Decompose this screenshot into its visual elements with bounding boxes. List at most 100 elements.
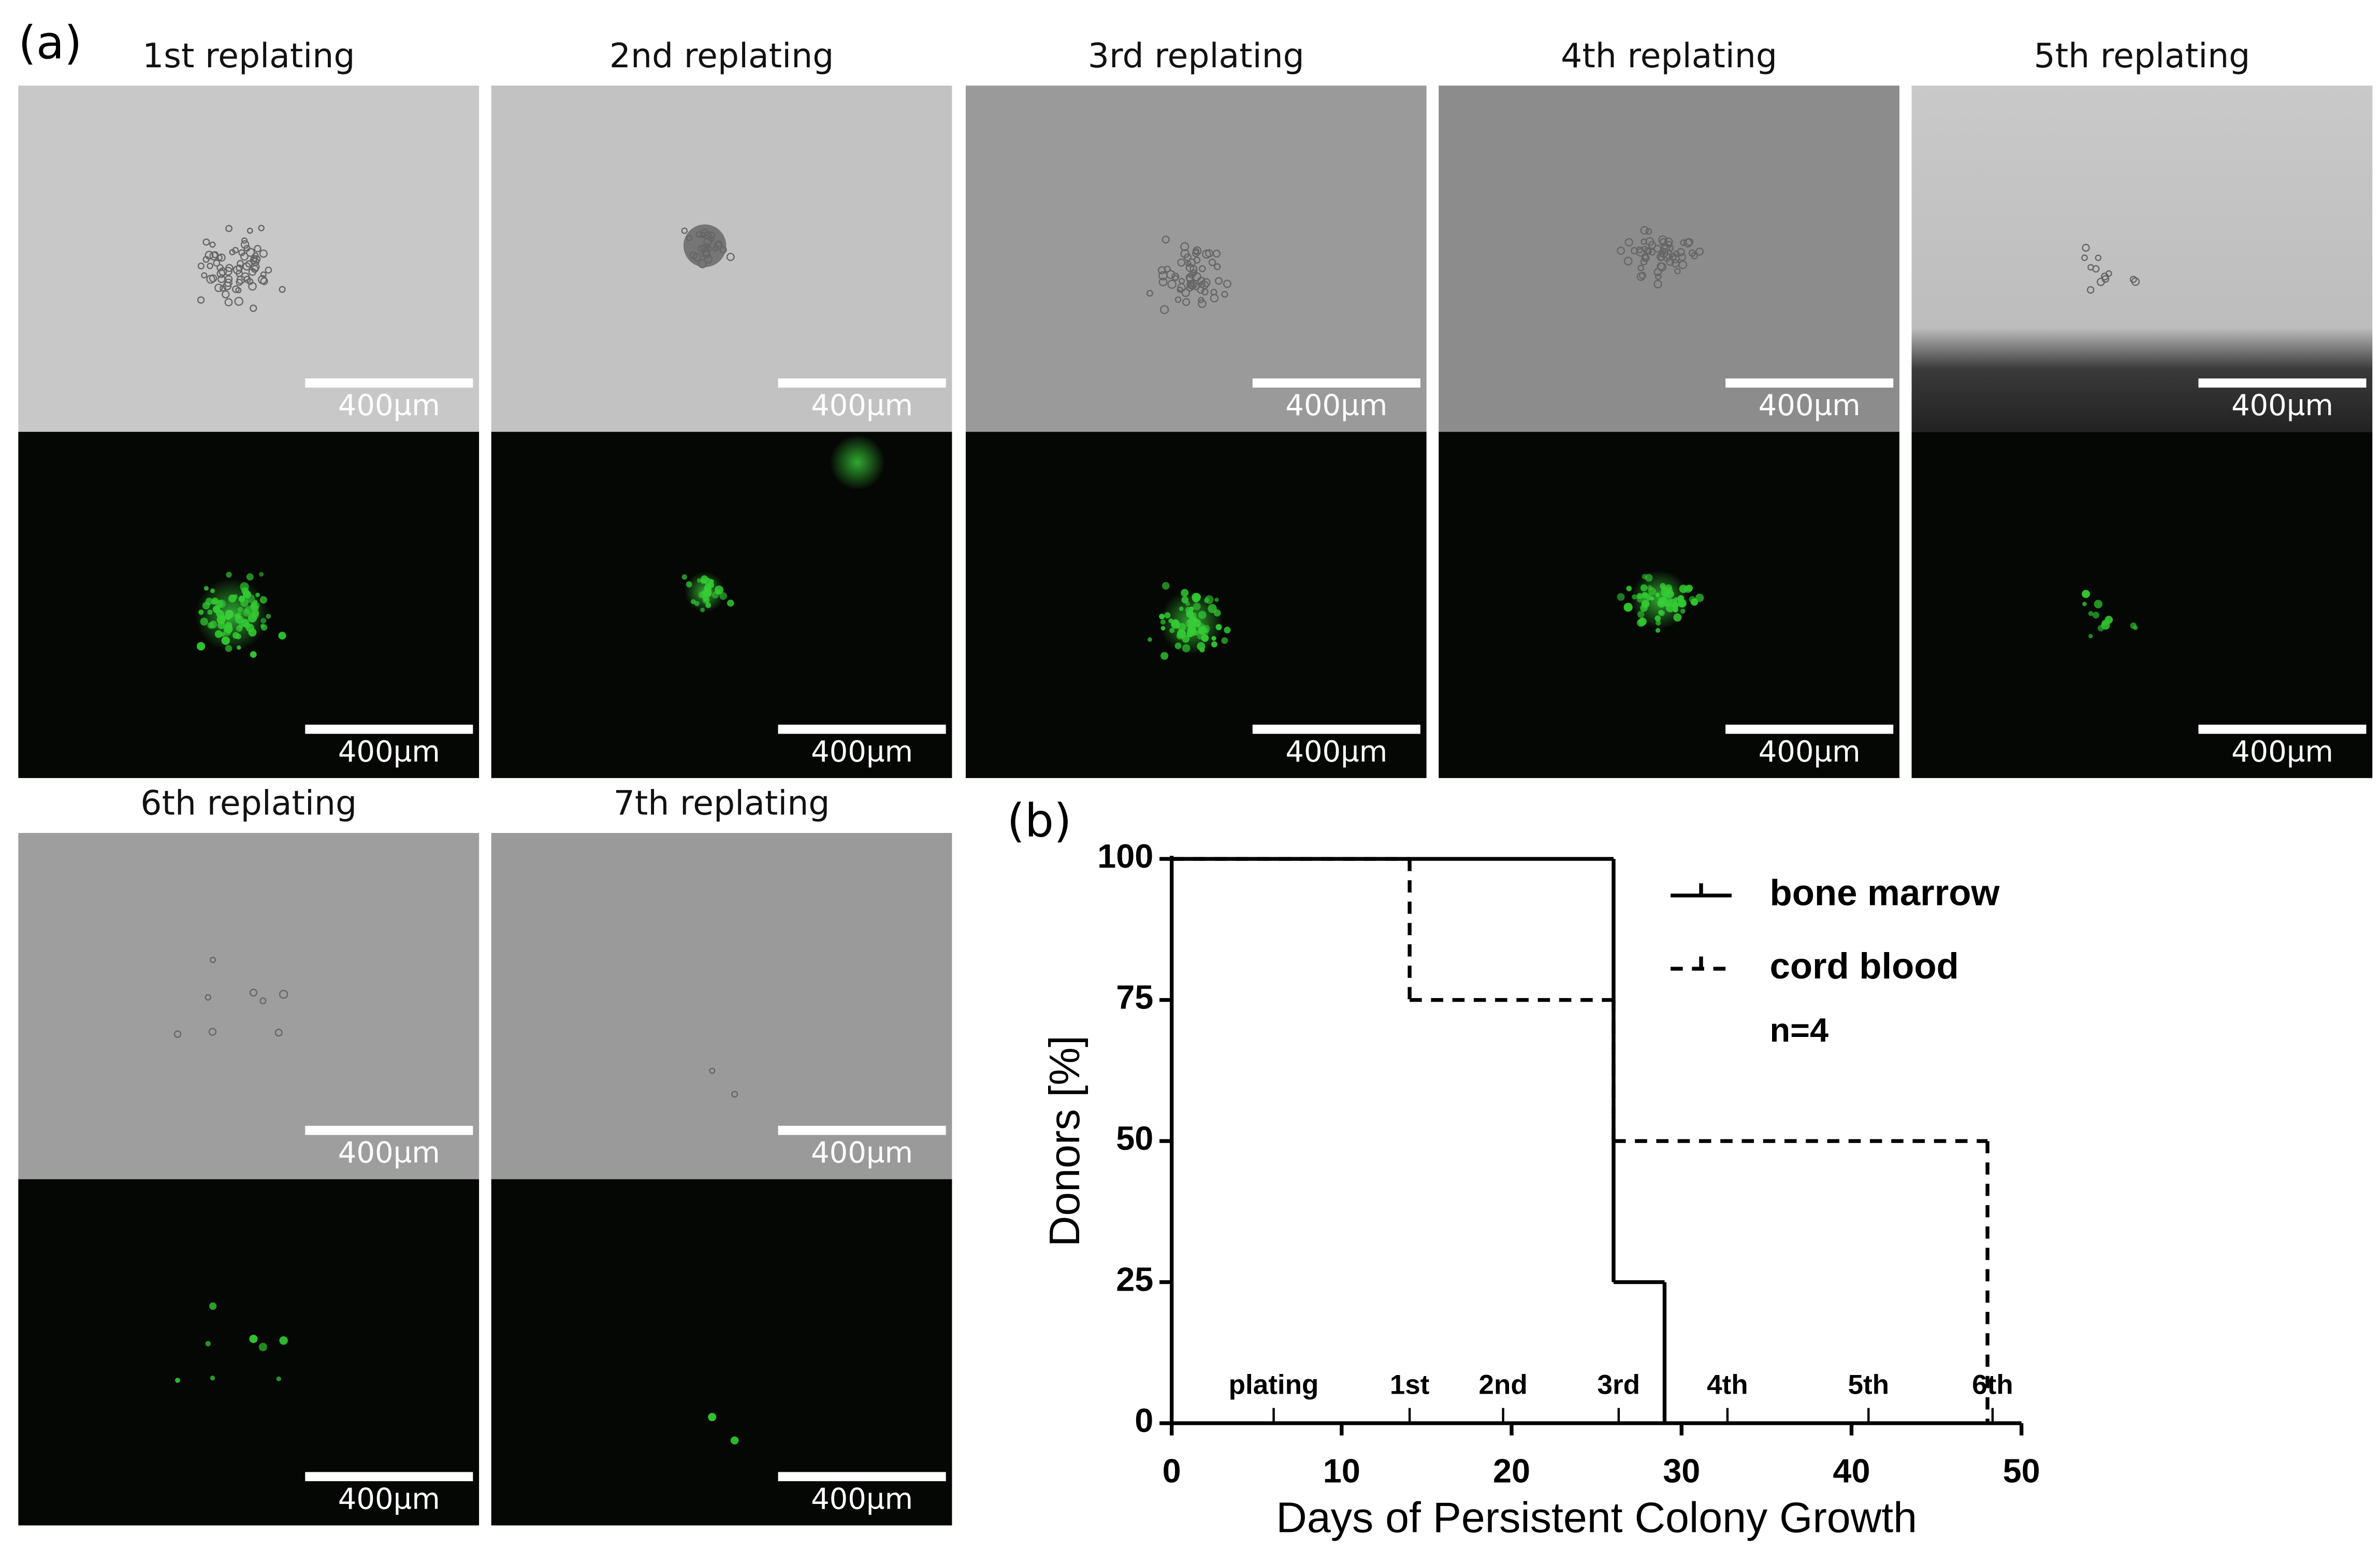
cell <box>1223 280 1232 288</box>
scale-bar-label: 400µm <box>811 1136 913 1170</box>
scale-bar-label: 400µm <box>1759 389 1861 422</box>
cell <box>259 249 268 258</box>
cell <box>703 231 712 240</box>
cell <box>1653 244 1662 253</box>
y-tick-label: 50 <box>1116 1119 1153 1157</box>
fluorescence-glow <box>1630 570 1689 629</box>
cell <box>1214 263 1221 270</box>
fluorescent-cell <box>250 651 257 658</box>
cell <box>1180 249 1190 258</box>
cell <box>707 235 715 242</box>
cell <box>1208 258 1216 267</box>
cell <box>1162 236 1170 244</box>
panel-title: 7th replating <box>614 784 830 823</box>
cell <box>1678 253 1687 261</box>
cell <box>2095 254 2102 261</box>
cell <box>254 245 262 253</box>
cell <box>2086 286 2095 294</box>
brightfield-image <box>18 832 480 1179</box>
fluorescent-cell <box>2133 625 2138 631</box>
cell <box>1185 263 1195 272</box>
y-tick-label: 0 <box>1135 1401 1153 1439</box>
fluorescent-cell <box>1160 652 1169 660</box>
fluorescence-image <box>491 432 952 778</box>
fluorescent-cell <box>279 1336 288 1345</box>
cell <box>689 251 698 259</box>
fluorescent-cell <box>276 1376 281 1382</box>
cell <box>1637 265 1644 272</box>
cell <box>698 259 707 269</box>
x-tick-label: 50 <box>2003 1452 2040 1489</box>
fluorescent-cell <box>209 1302 217 1310</box>
fluorescent-cell <box>1623 603 1633 612</box>
cell <box>222 290 230 299</box>
cell <box>1192 250 1200 257</box>
cell <box>173 1030 182 1038</box>
cell <box>209 241 216 248</box>
cell <box>1181 288 1191 297</box>
cell <box>1177 258 1186 267</box>
brightfield-image <box>1911 85 2373 432</box>
fluorescent-cell <box>1214 597 1219 602</box>
scale-bar-label: 400µm <box>2231 389 2333 422</box>
cell <box>249 988 258 997</box>
cell <box>224 298 233 306</box>
fluorescent-cell <box>1148 637 1152 642</box>
cell <box>1677 248 1685 256</box>
fluorescent-cell <box>205 1341 211 1347</box>
cell <box>1157 266 1166 274</box>
cell <box>206 274 215 284</box>
cell <box>1205 249 1214 258</box>
cell <box>1166 270 1176 280</box>
cell <box>707 231 716 239</box>
fluorescent-cell <box>2094 599 2103 609</box>
y-tick-label: 75 <box>1116 978 1153 1016</box>
cell <box>246 227 253 234</box>
cell <box>702 250 710 258</box>
cell <box>2129 275 2137 283</box>
cell <box>1636 272 1646 281</box>
cell <box>1198 299 1207 308</box>
panel-label: (a) <box>18 16 82 69</box>
cell <box>1158 277 1168 287</box>
brightfield-image <box>491 832 952 1179</box>
cell <box>1674 268 1681 275</box>
cell <box>686 235 692 241</box>
cell <box>1617 246 1625 255</box>
cell <box>201 272 208 279</box>
cell <box>197 262 205 270</box>
cell <box>208 1028 217 1036</box>
cell <box>719 246 727 254</box>
fluorescent-cell <box>2092 611 2100 619</box>
fluorescent-cell <box>210 1376 215 1381</box>
cell <box>1179 277 1185 284</box>
fluorescent-cell <box>2088 611 2094 616</box>
scale-bar <box>778 1125 946 1135</box>
cell <box>1180 242 1189 251</box>
scale-bar <box>305 724 473 734</box>
scale-bar-label: 400µm <box>811 389 913 422</box>
y-tick-label: 25 <box>1116 1261 1153 1298</box>
cell <box>1656 252 1665 261</box>
fluorescent-cell <box>278 632 286 640</box>
scale-bar <box>778 1472 946 1482</box>
replating-label: 4th <box>1707 1369 1748 1400</box>
cell <box>214 283 223 293</box>
scale-bar <box>1725 378 1894 388</box>
cell <box>240 240 250 249</box>
cell <box>205 251 214 260</box>
panel-title: 4th replating <box>1561 37 1777 76</box>
brightfield-image <box>965 85 1427 432</box>
cell <box>1638 271 1647 280</box>
replating-label: 3rd <box>1598 1369 1641 1400</box>
fluorescence-glow <box>195 578 269 652</box>
cell <box>2131 277 2140 286</box>
cell <box>709 1068 716 1074</box>
cell <box>1624 238 1633 247</box>
scale-bar-label: 400µm <box>338 1482 440 1516</box>
scale-bar-label: 400µm <box>338 1136 440 1170</box>
cell <box>260 277 268 285</box>
scale-bar <box>778 724 946 734</box>
scale-bar-label: 400µm <box>2231 735 2333 769</box>
